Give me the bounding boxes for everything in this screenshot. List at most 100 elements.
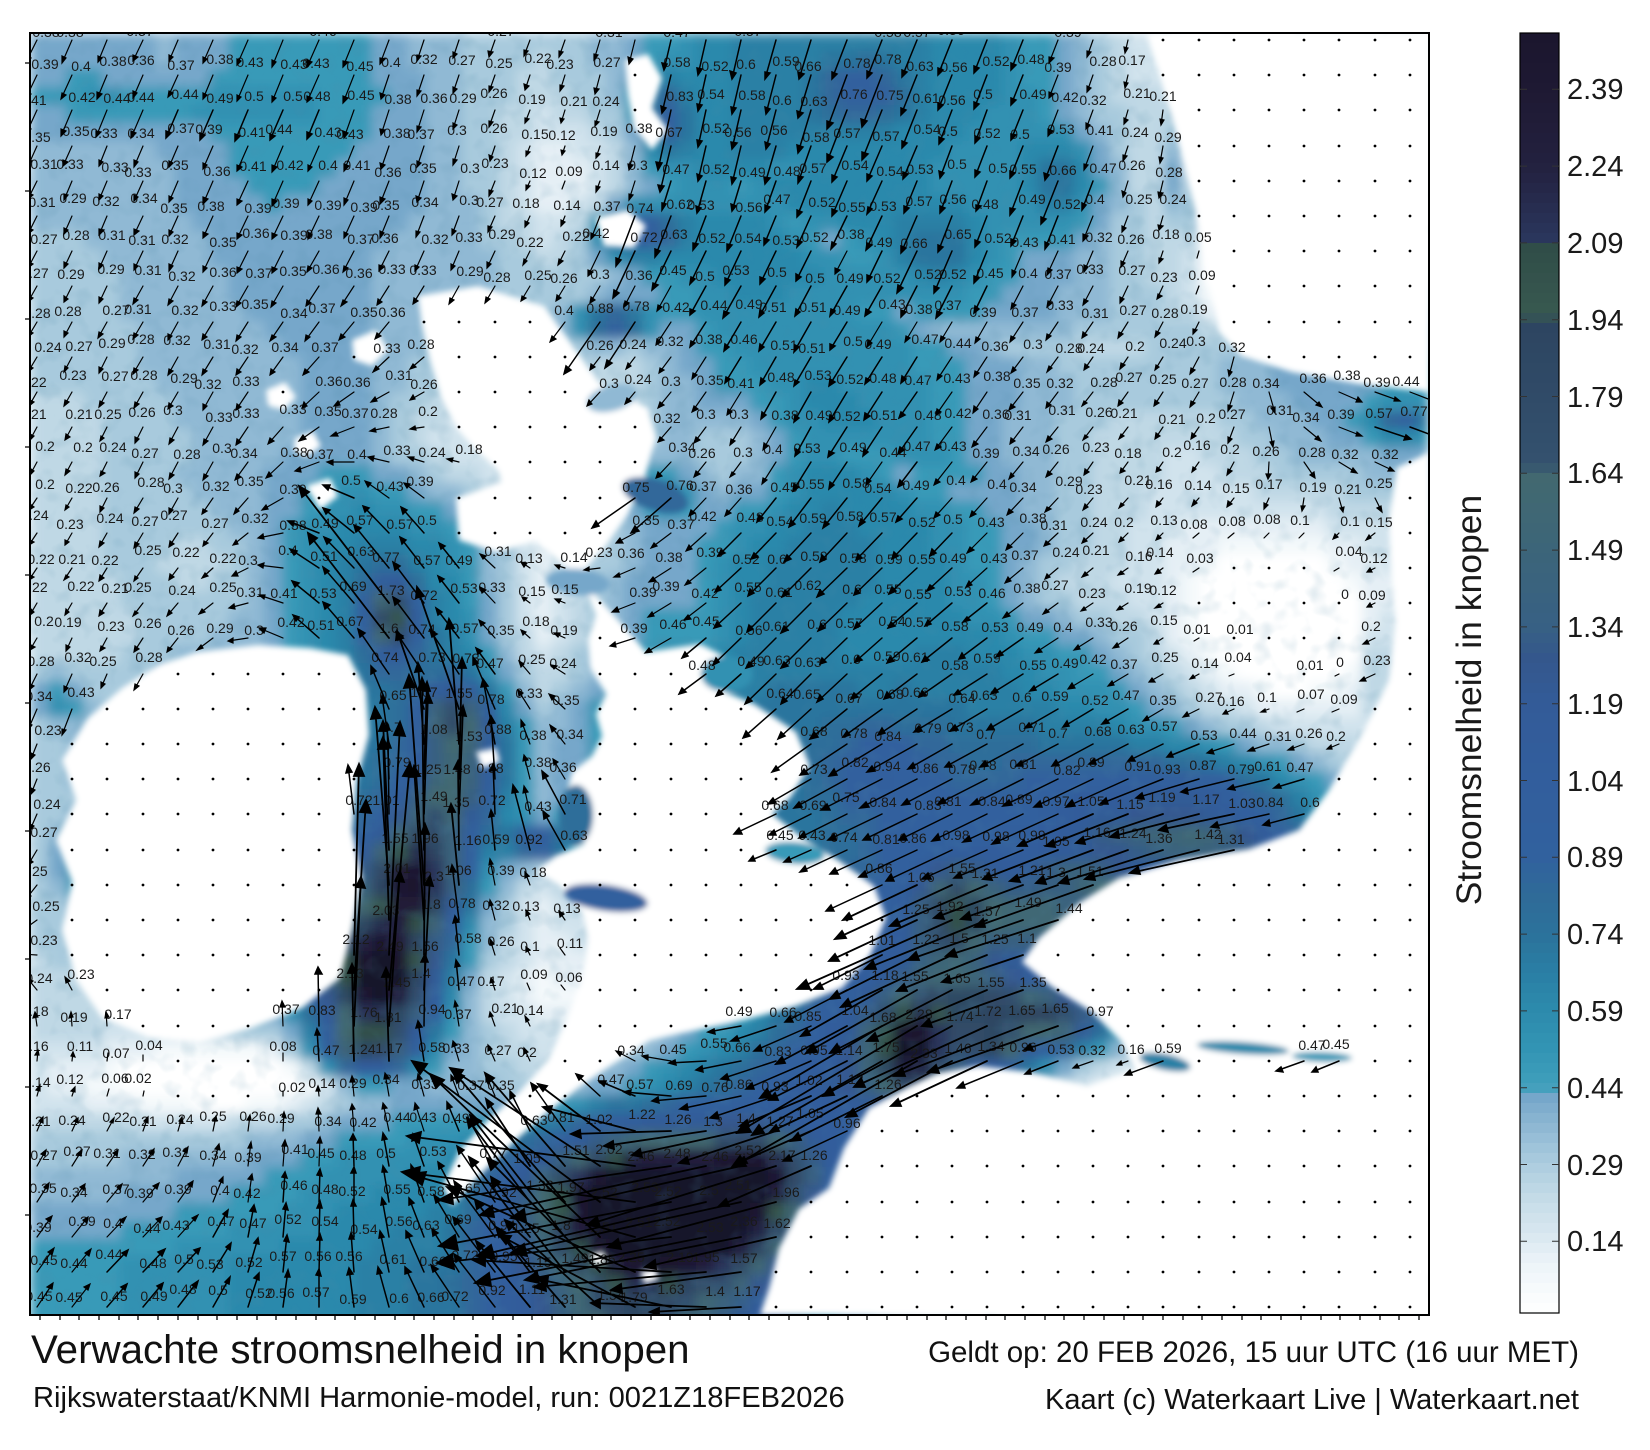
svg-text:0.28: 0.28 [1151, 305, 1178, 321]
svg-text:0.36: 0.36 [617, 545, 644, 561]
svg-text:0.37: 0.37 [167, 120, 194, 136]
svg-text:0.33: 0.33 [209, 298, 236, 314]
svg-text:0.2: 0.2 [418, 403, 438, 419]
svg-text:0.01: 0.01 [1226, 621, 1253, 637]
svg-text:0.4: 0.4 [946, 472, 966, 488]
svg-text:0.23: 0.23 [546, 56, 573, 72]
svg-text:0.56: 0.56 [385, 1213, 412, 1229]
svg-text:0.29: 0.29 [488, 226, 515, 242]
svg-text:0.26: 0.26 [1042, 441, 1069, 457]
svg-text:0.49: 0.49 [1019, 86, 1046, 102]
svg-text:0.27: 0.27 [30, 824, 57, 840]
svg-text:0.42: 0.42 [1051, 89, 1078, 105]
svg-text:0.37: 0.37 [245, 265, 272, 281]
svg-text:0.33: 0.33 [90, 125, 117, 141]
svg-text:0.33: 0.33 [409, 262, 436, 278]
svg-text:0.42: 0.42 [68, 89, 95, 105]
svg-text:0.41: 0.41 [1086, 122, 1113, 138]
svg-text:0.52: 0.52 [808, 194, 835, 210]
svg-text:0.27: 0.27 [63, 1143, 90, 1159]
svg-text:0.93: 0.93 [832, 967, 859, 983]
svg-text:0.83: 0.83 [666, 88, 693, 104]
svg-text:0.78: 0.78 [843, 55, 870, 71]
svg-text:0.12: 0.12 [548, 127, 575, 143]
svg-text:0.36: 0.36 [1299, 370, 1326, 386]
svg-text:0.26: 0.26 [92, 479, 119, 495]
svg-text:0.52: 0.52 [984, 230, 1011, 246]
svg-text:0.32: 0.32 [161, 231, 188, 247]
svg-text:0.28: 0.28 [127, 331, 154, 347]
svg-text:0.34: 0.34 [556, 726, 583, 742]
svg-text:0.56: 0.56 [304, 1248, 331, 1264]
svg-text:0.5: 0.5 [767, 264, 787, 280]
svg-text:0.08: 0.08 [1253, 511, 1280, 527]
svg-text:0.38: 0.38 [524, 754, 551, 770]
svg-text:0.05: 0.05 [1184, 229, 1211, 245]
svg-text:0.2: 0.2 [1162, 444, 1182, 460]
svg-text:0.15: 0.15 [551, 581, 578, 597]
svg-text:0.74: 0.74 [371, 649, 398, 665]
svg-text:0.34: 0.34 [271, 339, 298, 355]
svg-text:0.32: 0.32 [241, 510, 268, 526]
svg-text:0.41: 0.41 [1048, 231, 1075, 247]
svg-text:0.35: 0.35 [409, 160, 436, 176]
svg-text:0.39: 0.39 [31, 56, 58, 72]
svg-text:0.24: 0.24 [1080, 514, 1107, 530]
svg-text:0.53: 0.53 [1047, 1041, 1074, 1057]
svg-text:0.38: 0.38 [1013, 580, 1040, 596]
svg-text:0.32: 0.32 [1078, 1042, 1105, 1058]
svg-text:0.16: 0.16 [1183, 437, 1210, 453]
svg-text:0.38: 0.38 [905, 301, 932, 317]
svg-text:0.97: 0.97 [1086, 1003, 1113, 1019]
svg-text:0.14: 0.14 [592, 157, 619, 173]
svg-text:0.32: 0.32 [231, 341, 258, 357]
svg-text:0.5: 0.5 [805, 270, 825, 286]
svg-text:0.34: 0.34 [199, 1147, 226, 1163]
svg-text:0.49: 0.49 [836, 270, 863, 286]
svg-text:0.21: 0.21 [65, 406, 92, 422]
svg-text:0.32: 0.32 [1331, 446, 1358, 462]
svg-text:0.64: 0.64 [766, 685, 793, 701]
svg-text:1.4: 1.4 [411, 965, 431, 981]
svg-text:0.31: 0.31 [124, 301, 151, 317]
svg-text:0.35: 0.35 [29, 1180, 56, 1196]
svg-text:0.33: 0.33 [56, 156, 83, 172]
svg-text:0.15: 0.15 [1365, 514, 1392, 530]
svg-text:0.27: 0.27 [201, 515, 228, 531]
svg-text:1.26: 1.26 [664, 1111, 691, 1127]
svg-text:0.47: 0.47 [447, 973, 474, 989]
svg-text:0.35: 0.35 [350, 304, 377, 320]
svg-text:0.36: 0.36 [203, 163, 230, 179]
svg-text:0.28: 0.28 [27, 653, 54, 669]
svg-text:0.25: 0.25 [1151, 649, 1178, 665]
svg-text:Stroomsnelheid in knopen: Stroomsnelheid in knopen [1449, 495, 1489, 906]
svg-text:0.01: 0.01 [1296, 657, 1323, 673]
svg-text:0.08: 0.08 [1180, 516, 1207, 532]
svg-text:0.32: 0.32 [194, 376, 221, 392]
svg-text:1.35: 1.35 [1019, 974, 1046, 990]
svg-text:0.35: 0.35 [209, 234, 236, 250]
svg-text:0.24: 0.24 [1052, 544, 1079, 560]
svg-text:0.3: 0.3 [599, 375, 619, 391]
svg-text:0.42: 0.42 [691, 585, 718, 601]
svg-text:0.26: 0.26 [480, 85, 507, 101]
svg-text:0.42: 0.42 [1079, 651, 1106, 667]
svg-text:0.37: 0.37 [167, 57, 194, 73]
svg-text:1.34: 1.34 [1567, 612, 1623, 644]
svg-text:0.15: 0.15 [1222, 480, 1249, 496]
svg-text:0.3: 0.3 [661, 373, 681, 389]
svg-text:0.23: 0.23 [1363, 652, 1390, 668]
svg-text:0.2: 0.2 [35, 476, 55, 492]
svg-text:0.56: 0.56 [724, 124, 751, 140]
svg-text:0.39: 0.39 [406, 473, 433, 489]
svg-text:0.4: 0.4 [318, 157, 338, 173]
svg-text:0.49: 0.49 [939, 550, 966, 566]
svg-text:0.43: 0.43 [980, 550, 1007, 566]
svg-text:0.27: 0.27 [65, 338, 92, 354]
svg-text:0.27: 0.27 [1218, 406, 1245, 422]
svg-text:0.37: 0.37 [341, 405, 368, 421]
svg-text:0.3: 0.3 [212, 440, 232, 456]
svg-text:0.52: 0.52 [982, 53, 1009, 69]
svg-text:0.68: 0.68 [1084, 723, 1111, 739]
svg-text:0.18: 0.18 [519, 864, 546, 880]
